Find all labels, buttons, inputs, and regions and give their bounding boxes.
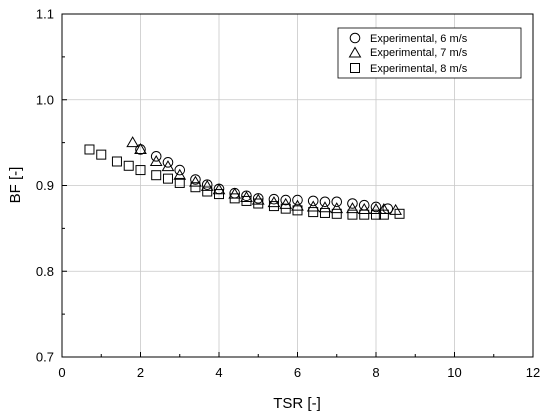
data-point-square — [319, 207, 330, 218]
data-point-triangle — [377, 203, 391, 215]
data-point-triangle — [346, 202, 359, 214]
legend-triangle-marker — [348, 46, 362, 58]
data-point-square — [202, 186, 213, 197]
y-tick-label: 0.9 — [36, 178, 54, 193]
data-point-square — [280, 203, 291, 214]
data-point-triangle — [212, 183, 226, 195]
legend-circle-marker — [349, 32, 361, 44]
data-point-triangle — [189, 175, 202, 187]
data-point-circle — [201, 179, 213, 190]
x-tick-label: 2 — [137, 365, 144, 380]
legend-label-8ms: Experimental, 8 m/s — [370, 63, 468, 75]
legend-square-marker — [350, 63, 360, 73]
data-point-square — [394, 208, 405, 219]
data-point-circle — [150, 151, 162, 162]
data-point-circle — [319, 196, 331, 208]
data-point-triangle — [126, 136, 140, 148]
data-point-square — [229, 193, 240, 204]
data-point-square — [135, 165, 146, 176]
y-tick-label: 1.1 — [36, 7, 54, 22]
data-point-square — [347, 209, 358, 220]
data-point-circle — [252, 193, 264, 204]
y-tick-labels: 0.7 0.8 0.9 1.0 1.1 — [36, 7, 54, 365]
data-point-triangle — [306, 200, 320, 212]
legend-box — [337, 27, 522, 79]
data-point-circle — [292, 194, 303, 206]
data-point-circle — [162, 157, 174, 168]
x-axis-label: TSR [-] — [273, 395, 321, 412]
x-tick-label: 12 — [526, 365, 540, 380]
data-point-square — [111, 156, 122, 167]
data-point-circle — [347, 198, 358, 209]
axis-ticks — [61, 13, 534, 358]
data-point-triangle — [149, 154, 163, 166]
y-tick-label: 0.8 — [36, 264, 54, 279]
data-point-square — [359, 209, 370, 220]
x-tick-labels: 0 2 4 6 8 10 12 — [58, 365, 540, 380]
data-point-square — [371, 209, 381, 220]
x-tick-label: 0 — [58, 365, 65, 380]
data-point-circle — [190, 174, 201, 185]
data-point-circle — [241, 190, 252, 202]
x-tick-label: 4 — [215, 365, 222, 380]
y-tick-label: 0.7 — [36, 350, 54, 365]
data-point-circle — [280, 194, 292, 206]
data-point-square — [241, 195, 252, 206]
legend-label-6ms: Experimental, 6 m/s — [370, 33, 468, 45]
data-point-square — [123, 160, 134, 171]
data-point-triangle — [291, 199, 304, 211]
data-point-triangle — [228, 187, 242, 199]
y-axis-label: BF [-] — [7, 167, 24, 204]
data-point-square — [331, 208, 342, 219]
data-point-triangle — [279, 197, 293, 209]
data-point-triangle — [161, 160, 175, 172]
data-point-circle — [307, 195, 319, 207]
data-point-square — [268, 201, 279, 212]
data-point-square — [96, 149, 107, 160]
data-point-circle — [229, 187, 240, 199]
legend: Experimental, 6 m/s Experimental, 7 m/s … — [337, 27, 522, 79]
data-point-square — [214, 189, 224, 200]
data-point-triangle — [369, 203, 383, 215]
data-point-triangle — [173, 168, 187, 180]
data-point-square — [190, 182, 201, 193]
data-point-circle — [370, 201, 382, 213]
data-point-triangle — [357, 203, 371, 215]
data-point-triangle — [134, 142, 147, 154]
data-point-square — [378, 209, 389, 220]
data-point-square — [84, 144, 95, 155]
data-point-square — [174, 177, 185, 188]
y-tick-label: 1.0 — [36, 92, 54, 107]
data-point-circle — [358, 199, 370, 211]
data-point-square — [151, 170, 162, 181]
data-point-triangle — [318, 201, 332, 213]
x-tick-label: 10 — [447, 365, 461, 380]
data-point-triangle — [200, 179, 214, 191]
data-point-circle — [331, 196, 343, 208]
x-tick-label: 6 — [294, 365, 301, 380]
data-marks — [84, 136, 405, 220]
x-tick-label: 8 — [372, 365, 379, 380]
data-point-triangle — [330, 202, 344, 214]
legend-label-7ms: Experimental, 7 m/s — [370, 47, 468, 59]
data-point-square — [162, 173, 173, 184]
data-point-circle — [174, 164, 186, 176]
data-point-square — [308, 207, 319, 218]
data-point-square — [292, 205, 303, 216]
data-point-circle — [268, 193, 280, 205]
data-point-square — [253, 198, 264, 209]
